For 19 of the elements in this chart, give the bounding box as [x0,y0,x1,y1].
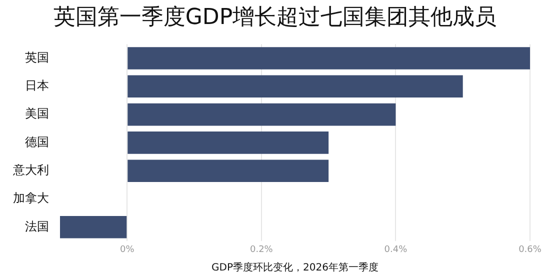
x-tick-label: 0.2% [250,244,274,255]
y-tick-label: 加拿大 [13,191,49,206]
x-tick-label: 0% [120,244,135,255]
y-tick-label: 日本 [25,78,49,93]
y-tick-label: 德国 [25,134,49,149]
bar [128,132,329,154]
y-tick-label: 美国 [25,106,49,121]
bar [128,103,396,126]
bar [128,47,530,70]
x-axis-title: GDP季度环比变化，2026年第一季度 [212,262,378,274]
x-tick-label: 0.6% [518,244,542,255]
chart-title: 英国第一季度GDP增长超过七国集团其他成员 [52,4,498,32]
bar [128,75,463,98]
x-tick-label: 0.4% [384,244,408,255]
y-tick-label: 法国 [25,219,49,234]
y-tick-label: 意大利 [12,162,49,177]
bar [60,216,127,238]
bar [128,160,329,182]
y-tick-label: 英国 [25,50,49,64]
